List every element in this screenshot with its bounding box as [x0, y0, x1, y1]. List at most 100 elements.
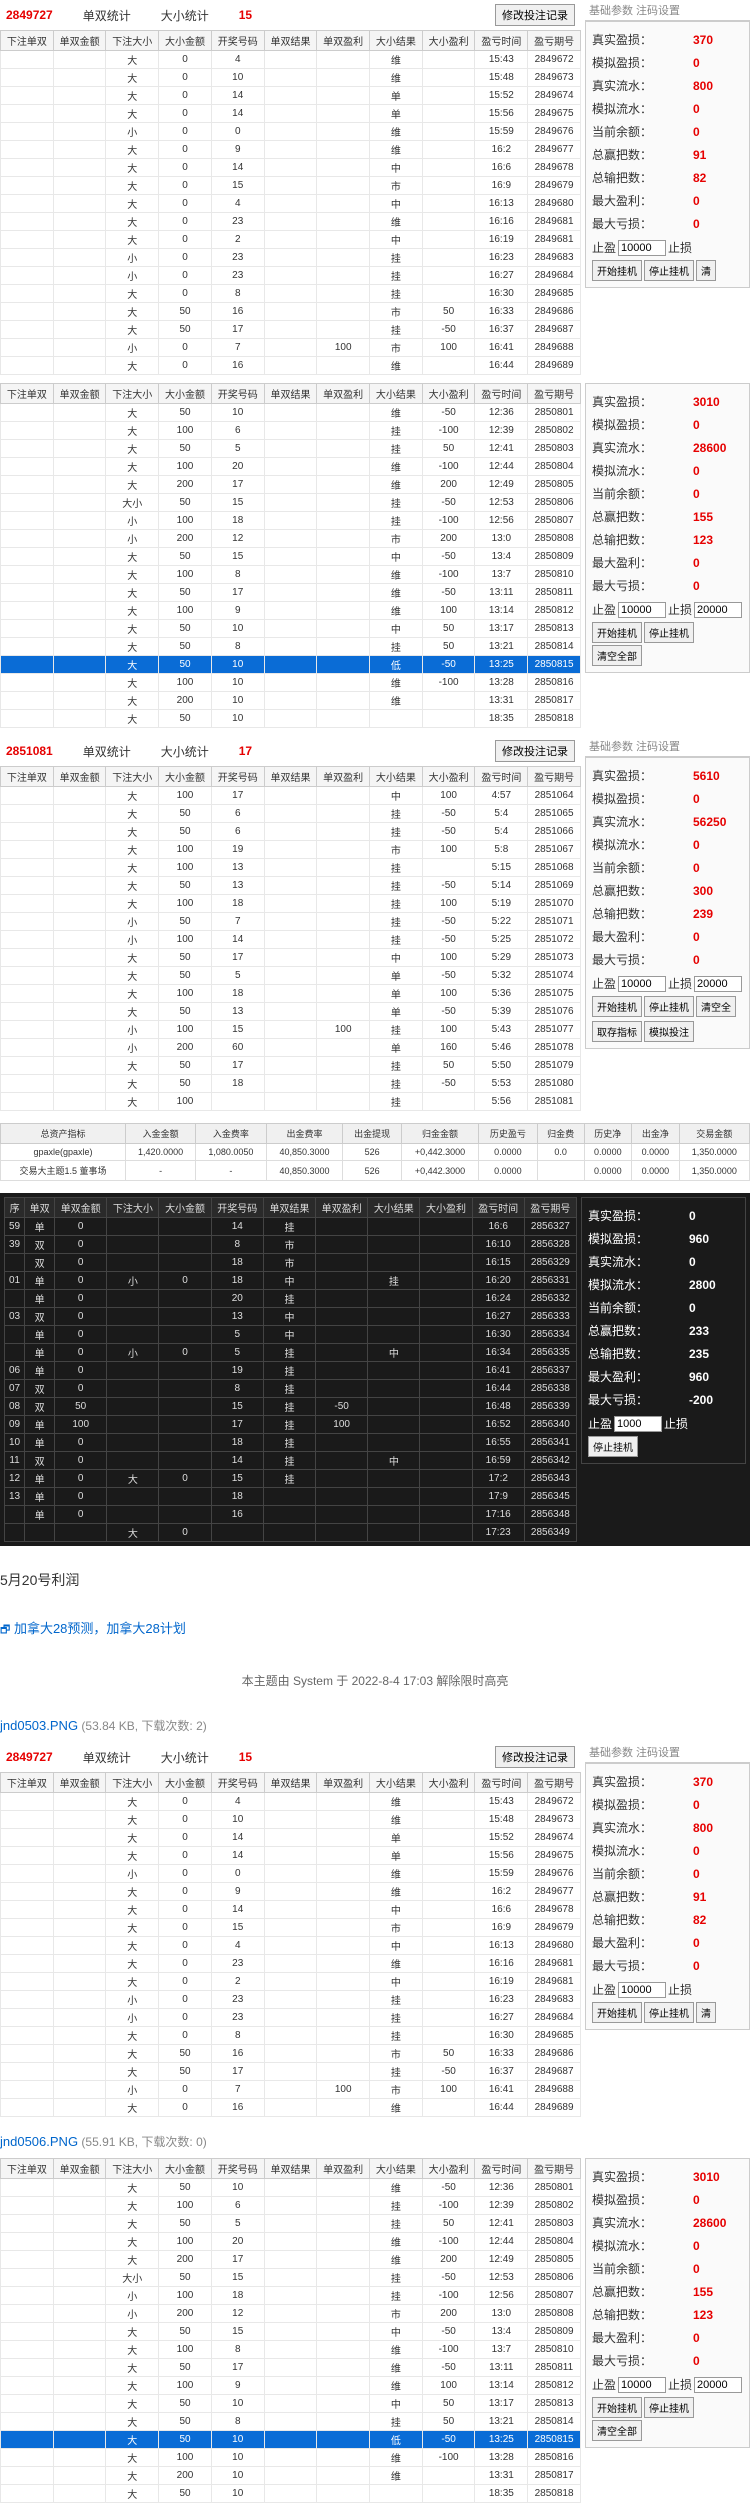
- ctrl-button[interactable]: 停止挂机: [644, 2397, 694, 2418]
- table-row[interactable]: 01单0小018中挂16:202856331: [5, 1272, 577, 1290]
- table-row[interactable]: 大09维16:22849677: [1, 141, 581, 159]
- table-row[interactable]: 大505单-505:322851074: [1, 967, 581, 985]
- table-row[interactable]: 小10014挂-505:252851072: [1, 931, 581, 949]
- table-row[interactable]: 08双5015挂-5016:482856339: [5, 1398, 577, 1416]
- table-row[interactable]: 双018市16:152856329: [5, 1254, 577, 1272]
- table-row[interactable]: 小00维15:592849676: [1, 1865, 581, 1883]
- table-row[interactable]: 大5015中-5013:42850809: [1, 548, 581, 566]
- edit-records-button[interactable]: 修改投注记录: [495, 1746, 575, 1768]
- ctrl-button[interactable]: 开始挂机: [592, 2002, 642, 2023]
- table-row[interactable]: 大5017维-5013:112850811: [1, 2359, 581, 2377]
- table-row[interactable]: 大10013挂5:152851068: [1, 859, 581, 877]
- table-row[interactable]: 大02中16:192849681: [1, 1973, 581, 1991]
- ctrl-button[interactable]: 清空全: [696, 996, 736, 1017]
- table-row[interactable]: 单05中16:302856334: [5, 1326, 577, 1344]
- table-row[interactable]: 小20012市20013:02850808: [1, 2305, 581, 2323]
- table-row[interactable]: 大10018挂1005:192851070: [1, 895, 581, 913]
- table-row[interactable]: 大04维15:432849672: [1, 51, 581, 69]
- edit-records-button[interactable]: 修改投注记录: [495, 4, 575, 26]
- ctrl-button[interactable]: 开始挂机: [592, 260, 642, 281]
- table-row[interactable]: 小507挂-505:222851071: [1, 913, 581, 931]
- table-row[interactable]: 大04中16:132849680: [1, 1937, 581, 1955]
- table-row[interactable]: 大5017中1005:292851073: [1, 949, 581, 967]
- table-row[interactable]: 大20017维20012:492850805: [1, 476, 581, 494]
- table-row[interactable]: 大02中16:192849681: [1, 231, 581, 249]
- table-row[interactable]: 大1009维10013:142850812: [1, 602, 581, 620]
- table-row[interactable]: 小10018挂-10012:562850807: [1, 2287, 581, 2305]
- stop-profit-input[interactable]: [618, 1982, 666, 1998]
- table-row[interactable]: 39双08市16:102856328: [5, 1236, 577, 1254]
- table-row[interactable]: 大5017挂-5016:372849687: [1, 2063, 581, 2081]
- table-row[interactable]: 大10010维-10013:282850816: [1, 674, 581, 692]
- table-row[interactable]: 大014中16:62849678: [1, 1901, 581, 1919]
- table-row[interactable]: 大5010维-5012:362850801: [1, 404, 581, 422]
- table-row[interactable]: 大1009维10013:142850812: [1, 2377, 581, 2395]
- table-row[interactable]: 大100挂5:562851081: [1, 1093, 581, 1111]
- table-row[interactable]: 大10020维-10012:442850804: [1, 458, 581, 476]
- table-row[interactable]: 小20060单1605:462851078: [1, 1039, 581, 1057]
- edit-records-button[interactable]: 修改投注记录: [495, 740, 575, 762]
- ctrl-button[interactable]: 开始挂机: [592, 996, 642, 1017]
- table-row[interactable]: 大1006挂-10012:392850802: [1, 422, 581, 440]
- table-row[interactable]: 大5018挂-505:532851080: [1, 1075, 581, 1093]
- table-row[interactable]: 大5017挂505:502851079: [1, 1057, 581, 1075]
- ctrl-button[interactable]: 清: [696, 260, 716, 281]
- table-row[interactable]: 大5010低-5013:252850815: [1, 656, 581, 674]
- table-row[interactable]: 大5017挂-5016:372849687: [1, 321, 581, 339]
- stop-loss-input[interactable]: [694, 976, 742, 992]
- table-row[interactable]: 大5010中5013:172850813: [1, 2395, 581, 2413]
- table-row[interactable]: 大505挂5012:412850803: [1, 2215, 581, 2233]
- table-row[interactable]: 大10010维-10013:282850816: [1, 2449, 581, 2467]
- table-row[interactable]: 大1008维-10013:72850810: [1, 566, 581, 584]
- table-row[interactable]: 大04维15:432849672: [1, 1793, 581, 1811]
- ctrl-button[interactable]: 清: [696, 2002, 716, 2023]
- table-row[interactable]: 大014单15:562849675: [1, 1847, 581, 1865]
- table-row[interactable]: 大014中16:62849678: [1, 159, 581, 177]
- table-row[interactable]: 大016维16:442849689: [1, 2099, 581, 2117]
- table-row[interactable]: 大5015中-5013:42850809: [1, 2323, 581, 2341]
- ctrl-button[interactable]: 开始挂机: [592, 2397, 642, 2418]
- ctrl-button[interactable]: 停止挂机: [644, 2002, 694, 2023]
- table-row[interactable]: 11双014挂中16:592856342: [5, 1452, 577, 1470]
- table-row[interactable]: 大1008维-10013:72850810: [1, 2341, 581, 2359]
- table-row[interactable]: 大5017维-5013:112850811: [1, 584, 581, 602]
- table-row[interactable]: 大014单15:562849675: [1, 105, 581, 123]
- table-row[interactable]: 12单0大015挂17:22856343: [5, 1470, 577, 1488]
- stop-profit-input[interactable]: [618, 2377, 666, 2393]
- table-row[interactable]: 06单019挂16:412856337: [5, 1362, 577, 1380]
- ctrl-button[interactable]: 停止挂机: [644, 260, 694, 281]
- table-row[interactable]: 大20010维13:312850817: [1, 692, 581, 710]
- table-row[interactable]: 大501018:352850818: [1, 710, 581, 728]
- table-row[interactable]: 大10020维-10012:442850804: [1, 2233, 581, 2251]
- table-row[interactable]: 大508挂5013:212850814: [1, 2413, 581, 2431]
- table-row[interactable]: 13单01817:92856345: [5, 1488, 577, 1506]
- table-row[interactable]: 单0小05挂中16:342856335: [5, 1344, 577, 1362]
- table-row[interactable]: 小07100市10016:412849688: [1, 2081, 581, 2099]
- table-row[interactable]: 大20017维20012:492850805: [1, 2251, 581, 2269]
- table-row[interactable]: 03双013中16:272856333: [5, 1308, 577, 1326]
- stop-loss-input[interactable]: [694, 602, 742, 618]
- table-row[interactable]: 大506挂-505:42851066: [1, 823, 581, 841]
- table-row[interactable]: 大5010维-5012:362850801: [1, 2179, 581, 2197]
- table-row[interactable]: 小023挂16:232849683: [1, 249, 581, 267]
- table-row[interactable]: 59单014挂16:62856327: [5, 1218, 577, 1236]
- ctrl-button[interactable]: 清空全部: [592, 2420, 642, 2441]
- table-row[interactable]: 大5016市5016:332849686: [1, 303, 581, 321]
- table-row[interactable]: 小023挂16:272849684: [1, 267, 581, 285]
- table-row[interactable]: 大501018:352850818: [1, 2485, 581, 2503]
- table-row[interactable]: 大5016市5016:332849686: [1, 2045, 581, 2063]
- table-row[interactable]: 大010维15:482849673: [1, 1811, 581, 1829]
- stop-profit-input[interactable]: [614, 1416, 662, 1432]
- table-row[interactable]: 大014单15:522849674: [1, 87, 581, 105]
- table-row[interactable]: 大017:232856349: [5, 1524, 577, 1542]
- table-row[interactable]: 大04中16:132849680: [1, 195, 581, 213]
- table-row[interactable]: 大10018单1005:362851075: [1, 985, 581, 1003]
- table-row[interactable]: 单01617:162856348: [5, 1506, 577, 1524]
- table-row[interactable]: 单020挂16:242856332: [5, 1290, 577, 1308]
- table-row[interactable]: 大506挂-505:42851065: [1, 805, 581, 823]
- table-row[interactable]: 大016维16:442849689: [1, 357, 581, 375]
- table-row[interactable]: 大505挂5012:412850803: [1, 440, 581, 458]
- table-row[interactable]: 大015市16:92849679: [1, 177, 581, 195]
- table-row[interactable]: 大09维16:22849677: [1, 1883, 581, 1901]
- table-row[interactable]: 大08挂16:302849685: [1, 2027, 581, 2045]
